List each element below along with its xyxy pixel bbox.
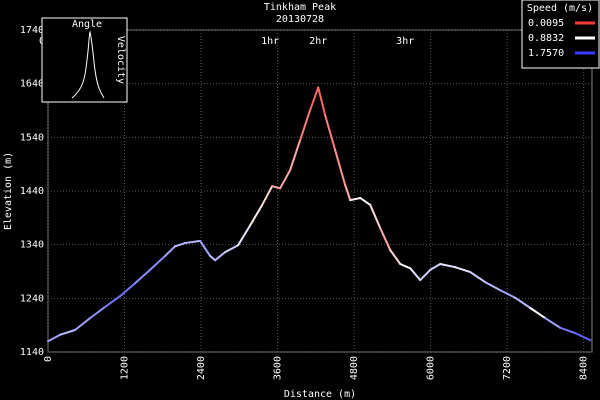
time-mark: 2hr	[309, 36, 327, 47]
elevation-segment	[529, 306, 547, 320]
elevation-segment	[499, 289, 517, 299]
elevation-segment	[289, 139, 302, 172]
elevation-segment	[399, 262, 412, 270]
y-tick-label: 1140	[20, 347, 44, 358]
elevation-segment	[454, 266, 472, 274]
legend: Speed (m/s) 0.0095 0.8832 1.7570	[521, 0, 600, 69]
y-tick-label: 1740	[20, 25, 44, 36]
elevation-segment	[349, 196, 362, 202]
elevation-segment	[299, 108, 312, 142]
elevation-segment	[409, 267, 422, 282]
elevation-segment	[104, 295, 122, 308]
x-tick-label: 4800	[349, 356, 360, 380]
inset-frame	[41, 17, 128, 103]
elevation-segment	[224, 244, 240, 254]
x-tick-label: 7200	[502, 356, 513, 380]
legend-title: Speed (m/s)	[527, 3, 593, 14]
elevation-segment	[574, 332, 592, 342]
elevation-segment	[317, 86, 327, 117]
inset-curve	[71, 30, 105, 99]
legend-label: 1.7570	[528, 48, 564, 59]
elevation-segment	[164, 245, 177, 257]
elevation-segment	[134, 268, 152, 285]
legend-label: 0.0095	[528, 18, 564, 29]
elevation-segment	[261, 185, 274, 206]
x-tick-label: 0	[43, 356, 54, 362]
elevation-segment	[514, 296, 532, 309]
elevation-segment	[271, 185, 282, 190]
elevation-segment	[214, 251, 227, 262]
elevation-segment	[429, 262, 442, 271]
chart-subtitle: 20130728	[276, 14, 324, 25]
y-tick-label: 1640	[20, 79, 44, 90]
time-mark: 1hr	[261, 36, 279, 47]
elevation-segment	[439, 262, 457, 269]
elevation-segment	[484, 281, 502, 292]
x-tick-label: 8400	[579, 356, 590, 380]
elevation-segment	[149, 254, 167, 271]
elevation-segment	[369, 203, 382, 230]
chart-title: Tinkham Peak	[264, 2, 336, 13]
inset-title: Angle	[72, 19, 102, 30]
legend-label: 0.8832	[528, 33, 564, 44]
x-axis-label: Distance (m)	[284, 389, 356, 400]
x-tick-label: 3600	[273, 356, 284, 380]
elevation-segment	[379, 227, 392, 252]
y-axis-label: Elevation (m)	[3, 152, 14, 230]
elevation-segment	[199, 239, 212, 257]
elevation-segment	[209, 254, 217, 262]
elevation-segment	[119, 282, 137, 298]
elevation-segment	[89, 305, 107, 320]
elevation-segment	[544, 317, 562, 329]
elevation-segment	[359, 196, 372, 206]
y-tick-label: 1340	[20, 240, 44, 251]
inset: Angle Velocity	[41, 17, 128, 103]
inset-side-label: Velocity	[115, 36, 126, 84]
x-tick-label: 1200	[120, 356, 131, 380]
elevation-segment	[58, 328, 77, 336]
y-tick-label: 1440	[20, 186, 44, 197]
elevation-segment	[344, 184, 352, 202]
y-tick-label: 1240	[20, 293, 44, 304]
elevation-segment	[249, 203, 264, 227]
elevation-segment	[237, 224, 252, 247]
elevation-segment	[47, 333, 61, 343]
elevation-segment	[174, 242, 187, 248]
elevation-segment	[184, 239, 202, 245]
y-tick-label: 1540	[20, 132, 44, 143]
elevation-segment	[469, 271, 487, 284]
elevation-segment	[419, 268, 432, 282]
elevation-segment	[279, 169, 292, 190]
time-mark: 3hr	[396, 36, 414, 47]
x-tick-label: 6000	[426, 356, 437, 380]
elevation-segment	[74, 317, 92, 331]
legend-frame	[521, 0, 600, 69]
elevation-segment	[334, 149, 347, 187]
x-tick-label: 2400	[196, 356, 207, 380]
elevation-segment	[559, 326, 577, 335]
elevation-segment	[324, 114, 337, 152]
elevation-segment	[389, 249, 402, 265]
elevation-segment	[309, 86, 320, 111]
